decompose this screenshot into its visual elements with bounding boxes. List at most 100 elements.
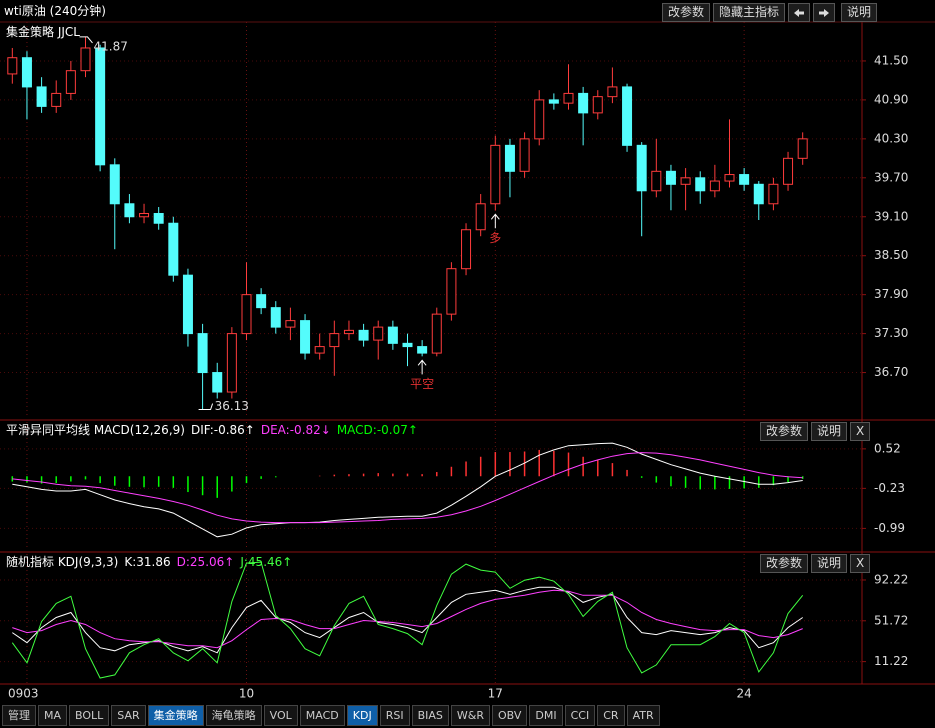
button[interactable]: 改参数 [662, 3, 711, 22]
readout: J:45.46↑ [240, 555, 293, 569]
y-tick-label: 0.52 [874, 441, 901, 455]
panel-title-text: 平滑异同平均线 MACD(12,26,9) [6, 423, 185, 437]
candle-body [446, 268, 457, 315]
candle-body [329, 333, 340, 348]
signal-arrow [417, 359, 427, 375]
candle-body [300, 320, 311, 354]
tab[interactable]: MACD [299, 705, 345, 726]
kdj-header: 随机指标 KDJ(9,3,3) K:31.86 D:25.06↑ J:45.46↑ [6, 553, 292, 571]
tab[interactable]: W&R [450, 705, 490, 726]
panel-buttons: 改参数 说明 X [760, 554, 871, 573]
y-tick-label: -0.23 [874, 481, 905, 495]
tab[interactable]: OBV [492, 705, 528, 726]
tab[interactable]: 海龟策略 [205, 705, 262, 726]
tab[interactable]: KDJ [346, 705, 378, 726]
arrow-left-icon [794, 8, 805, 17]
tab[interactable]: DMI [529, 705, 563, 726]
arrow-right-icon [819, 8, 830, 17]
toolbar: 改参数 隐藏主指标 说明 [662, 3, 878, 22]
y-tick-label: 41.50 [874, 53, 908, 67]
candle-body [534, 99, 545, 140]
button[interactable]: 说明 [841, 3, 878, 22]
y-tick-label: 36.70 [874, 365, 908, 379]
candle-body [431, 313, 442, 354]
tab[interactable]: BIAS [411, 705, 449, 726]
candle-body [212, 372, 223, 393]
candle-body [182, 274, 193, 335]
y-tick-label: 40.30 [874, 131, 908, 145]
y-tick-label: 51.72 [874, 613, 908, 627]
tab[interactable]: VOL [263, 705, 298, 726]
candle-body [592, 96, 603, 114]
candle-body [197, 333, 208, 374]
tab[interactable]: BOLL [69, 705, 110, 726]
tab[interactable]: MA [38, 705, 68, 726]
candle-body [314, 346, 325, 354]
readout: D:25.06↑ [176, 555, 235, 569]
readout: MACD:-0.07↑ [336, 423, 418, 437]
candle-body [95, 47, 106, 166]
button[interactable]: 改参数 [760, 422, 809, 441]
tab[interactable]: CR [597, 705, 625, 726]
candle-body [490, 144, 501, 205]
chart: 0903 10 17 24 36.70 37.30 37.90 38.50 39.10 39.70… [0, 21, 935, 701]
button[interactable]: 改参数 [760, 554, 809, 573]
y-tick-label: 39.70 [874, 170, 908, 184]
arrow-right-button[interactable] [813, 3, 836, 22]
candle-body [753, 183, 764, 205]
candle-body [665, 170, 676, 185]
candle-body [475, 203, 486, 231]
candle-body [622, 86, 633, 146]
button[interactable]: X [850, 422, 871, 441]
indicator-line [12, 589, 803, 649]
readout: K:31.86 [124, 555, 171, 569]
candle-body [768, 183, 779, 205]
y-tick-label: 37.90 [874, 287, 908, 301]
macd-header: 平滑异同平均线 MACD(12,26,9) DIF:-0.86↑ DEA:-0.82… [6, 421, 418, 439]
y-tick-label: 40.90 [874, 92, 908, 106]
candle-body [256, 294, 267, 309]
arrow-left-button[interactable] [788, 3, 811, 22]
candle-body [724, 174, 735, 182]
candle-body [695, 177, 706, 192]
signal-label: 多 [489, 231, 501, 245]
annotation-leader [79, 36, 93, 44]
readout: DEA:-0.82↓ [260, 423, 331, 437]
indicator-line [12, 586, 803, 654]
button[interactable]: 说明 [811, 422, 848, 441]
candle-body [797, 138, 808, 159]
y-tick-label: 92.22 [874, 572, 908, 586]
y-tick-label: -0.99 [874, 521, 905, 535]
annotation-leader [198, 403, 214, 411]
candle-body [241, 294, 252, 335]
x-tick-label: 0903 [8, 687, 39, 701]
candle-body [680, 177, 691, 185]
candle-body [343, 329, 354, 335]
tab[interactable]: RSI [379, 705, 410, 726]
indicator-line [11, 561, 804, 679]
candle-body [636, 144, 647, 192]
tab[interactable]: 集金策略 [147, 705, 204, 726]
indicator-line [12, 452, 803, 524]
tab[interactable]: 管理 [2, 705, 36, 726]
signal-label: 平空 [410, 377, 434, 391]
indicator-line [12, 442, 803, 538]
candle-body [65, 70, 76, 94]
button[interactable]: 隐藏主指标 [713, 3, 786, 22]
x-tick-label: 10 [239, 687, 254, 701]
candle-body [578, 92, 589, 114]
candle-body [373, 326, 384, 341]
tab[interactable]: CCI [564, 705, 596, 726]
button[interactable]: X [850, 554, 871, 573]
button[interactable]: 说明 [811, 554, 848, 573]
tab[interactable]: ATR [626, 705, 660, 726]
candle-body [563, 92, 574, 104]
candle-body [461, 229, 472, 270]
candle-body [124, 203, 135, 218]
tab[interactable]: SAR [111, 705, 146, 726]
candle-body [168, 222, 179, 276]
candle-body [709, 180, 720, 192]
window-title: wti原油 (240分钟) [4, 2, 106, 20]
candle-body [153, 213, 164, 224]
